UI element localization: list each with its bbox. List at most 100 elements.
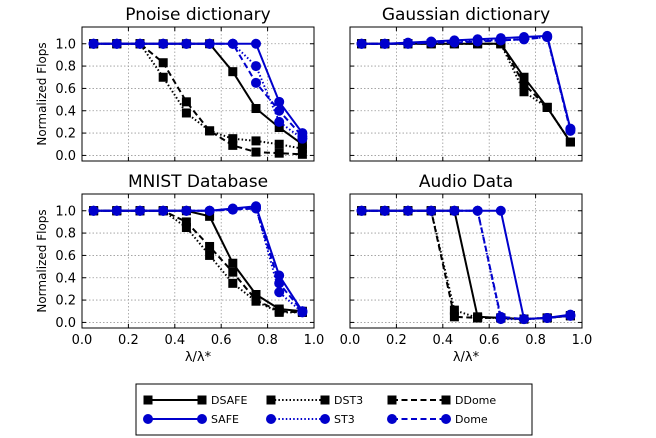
x-tick-label: 0.0	[72, 333, 93, 348]
series-line	[361, 34, 572, 129]
data-point	[519, 87, 529, 97]
x-tick-label: 1.0	[572, 333, 593, 348]
legend-label: DSAFE	[211, 394, 248, 407]
plot-frame	[81, 193, 315, 329]
legend-marker	[197, 414, 207, 424]
legend-entry-dst3: DST3	[266, 394, 363, 407]
series-dst3	[89, 39, 307, 154]
data-point	[297, 128, 308, 139]
data-point	[135, 38, 145, 49]
legend-marker	[143, 414, 153, 424]
data-point	[181, 223, 191, 232]
legend-label: DST3	[334, 394, 363, 407]
legend: DSAFE SAFE DST3 ST3 DDome Dome	[135, 383, 533, 436]
series-dsafe	[357, 206, 575, 324]
data-point	[181, 38, 192, 49]
data-point	[519, 72, 529, 82]
data-point	[449, 35, 460, 46]
y-tick-label: 0.8	[55, 60, 76, 75]
legend-label: ST3	[334, 413, 355, 426]
data-point	[251, 147, 261, 157]
data-point	[228, 278, 238, 288]
data-point	[519, 79, 529, 89]
data-point	[449, 305, 459, 315]
x-tick-label: 0.4	[164, 333, 185, 348]
panel-title: Audio Data	[419, 172, 513, 192]
series-safe	[88, 38, 308, 139]
data-point	[251, 61, 261, 72]
series-dsafe	[357, 39, 575, 147]
data-point	[111, 205, 122, 216]
data-point	[228, 134, 238, 144]
data-point	[111, 38, 122, 49]
data-point	[297, 306, 308, 317]
data-point	[274, 270, 285, 281]
plot-frame	[349, 193, 583, 329]
data-point	[356, 205, 367, 216]
series-line	[361, 209, 571, 321]
series-line	[361, 209, 571, 321]
data-point	[181, 205, 192, 216]
legend-entry-safe: SAFE	[143, 413, 239, 426]
data-point	[274, 148, 284, 158]
series-line	[93, 207, 304, 312]
data-point	[181, 108, 191, 118]
data-point	[565, 123, 576, 134]
legend-entry-ddome: DDome	[387, 394, 496, 407]
data-point	[251, 296, 261, 306]
legend-label: SAFE	[211, 413, 239, 426]
data-point	[297, 139, 307, 149]
series-line	[361, 42, 572, 143]
data-point	[228, 140, 238, 150]
data-point	[274, 116, 285, 127]
data-point	[205, 126, 215, 136]
legend-marker	[266, 395, 276, 405]
x-tick-label: 0.4	[432, 333, 453, 348]
x-tick-label: 0.6	[211, 333, 232, 348]
series-line	[361, 35, 572, 132]
data-point	[251, 290, 261, 299]
data-point	[158, 58, 168, 68]
x-tick-label: 0.2	[386, 333, 407, 348]
data-point	[228, 258, 238, 268]
data-point	[227, 38, 238, 49]
series-line	[93, 42, 303, 140]
data-point	[158, 72, 168, 82]
series-st3	[356, 32, 576, 135]
panel-title: Pnoise dictionary	[125, 5, 270, 25]
data-point	[449, 205, 460, 216]
data-point	[519, 32, 529, 43]
y-tick-label: 0.0	[55, 316, 76, 331]
data-point	[251, 104, 261, 114]
series-line	[93, 209, 303, 313]
series-dome	[356, 32, 576, 136]
data-point	[379, 205, 390, 216]
series-line	[93, 42, 304, 138]
data-point	[356, 38, 367, 49]
x-tick-label: 1.0	[304, 333, 325, 348]
y-axis-label: Normalized Flops	[35, 209, 49, 312]
y-tick-label: 0.2	[55, 294, 76, 309]
data-point	[204, 205, 215, 216]
panel-4: 0.0 0.2 0.4 0.6 0.8 1.0 Audio Data λ/λ*	[340, 172, 593, 365]
data-point	[472, 34, 483, 45]
panel-3: 0.0 0.2 0.4 0.6 0.8 1.0 0.0 0.2 0.4 0.6 0.8 1.0 MNIS…	[35, 172, 324, 365]
data-point	[403, 205, 413, 216]
data-point	[227, 203, 238, 214]
data-point	[181, 217, 191, 227]
legend-marker	[143, 395, 153, 405]
legend-box	[135, 383, 533, 436]
x-tick-label: 0.0	[340, 333, 361, 348]
series-line	[93, 209, 303, 314]
legend-marker	[441, 395, 451, 405]
legend-marker	[441, 414, 451, 424]
legend-marker	[266, 414, 276, 424]
x-axis-label: λ/λ*	[185, 350, 212, 365]
series-line	[93, 205, 304, 312]
legend-entry-dome: Dome	[387, 413, 488, 426]
series-safe	[356, 30, 576, 134]
panel-2: Gaussian dictionary	[349, 5, 583, 162]
series-line	[93, 42, 304, 134]
data-point	[251, 77, 261, 88]
data-point	[251, 201, 261, 212]
